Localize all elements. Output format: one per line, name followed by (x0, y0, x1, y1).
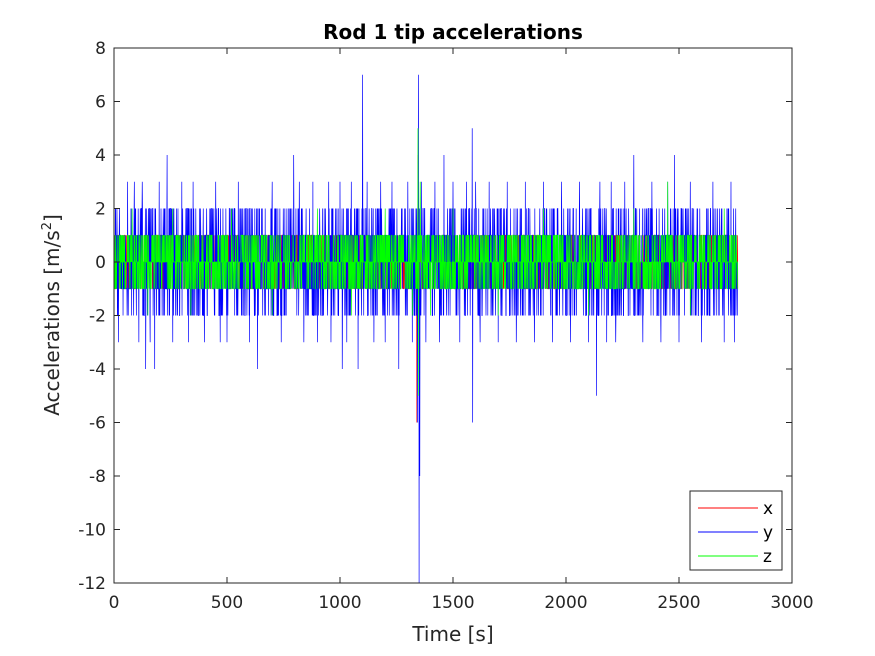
y-tick-label-7: 2 (95, 200, 106, 220)
legend-box (689, 490, 783, 571)
legend-label-z: z (763, 547, 772, 567)
ticks-layer: 0 500 1000 1500 2000 2500 3000 -12 -10 -8 -6 -4 -2 0 2… (78, 39, 813, 613)
y-tick-label-10: 8 (95, 39, 106, 59)
y-tick-label-9: 6 (95, 93, 106, 113)
y-tick-label-0: -12 (78, 574, 106, 594)
y-axis-label-sup: 2 (40, 222, 55, 230)
y-tick-label-1: -10 (78, 521, 106, 541)
x-tick-label-3: 1500 (431, 593, 474, 613)
legend-label-y: y (763, 523, 773, 543)
y-axis-label-end: ] (40, 214, 64, 222)
y-tick-label-8: 4 (95, 146, 106, 166)
y-tick-label-3: -6 (89, 414, 106, 434)
series-line-y (113, 74, 738, 584)
series-line-z (113, 128, 738, 396)
legend-label-x: x (763, 499, 773, 519)
x-axis-label: Time [s] (411, 622, 493, 646)
x-tick-label-5: 2500 (657, 593, 700, 613)
x-tick-label-6: 3000 (770, 593, 813, 613)
chart-title: Rod 1 tip accelerations (323, 20, 583, 44)
y-tick-label-6: 0 (95, 253, 106, 273)
y-tick-label-4: -4 (89, 360, 106, 380)
y-tick-label-2: -8 (89, 467, 106, 487)
x-tick-label-1: 500 (211, 593, 243, 613)
x-tick-label-0: 0 (109, 593, 120, 613)
legend: xyz (689, 490, 783, 571)
x-tick-label-2: 1000 (318, 593, 361, 613)
series-layer (113, 74, 739, 584)
y-axis-label: Accelerations [m/s2] (40, 214, 64, 416)
x-tick-label-4: 2000 (544, 593, 587, 613)
y-axis-label-main: Accelerations [m/s (40, 230, 64, 416)
y-tick-label-5: -2 (89, 307, 106, 327)
